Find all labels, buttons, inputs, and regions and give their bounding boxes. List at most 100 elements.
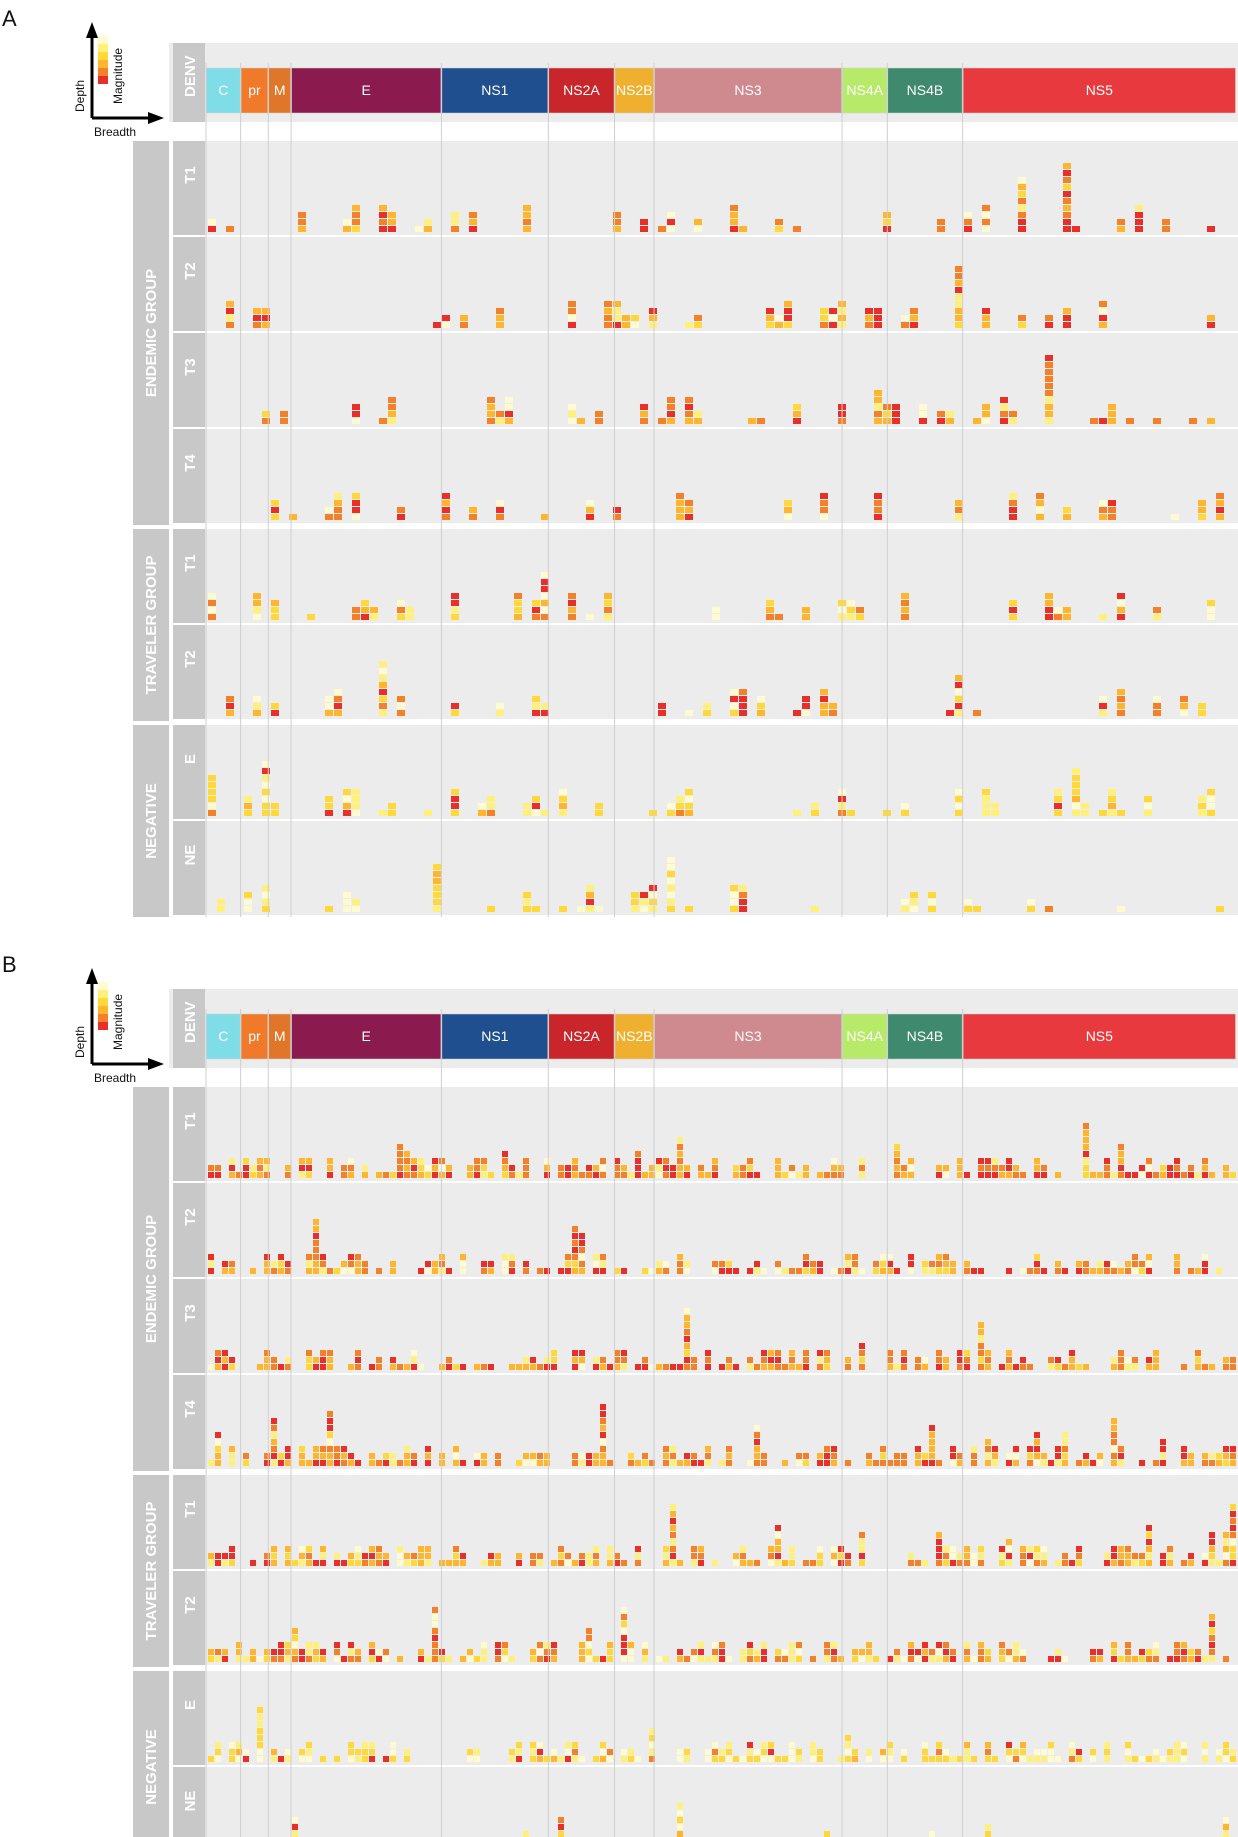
heat-cell [694,411,702,417]
heat-cell [670,1518,676,1524]
heat-cell [621,1350,627,1356]
heat-cell [478,803,486,809]
heat-cell [955,301,963,307]
heat-cell [838,1560,844,1566]
heat-cell [1020,1546,1026,1552]
heat-cell [1034,1165,1040,1171]
heat-cell [474,1756,480,1762]
heat-cell [404,1158,410,1164]
heat-cell [568,315,576,321]
heat-cell [874,418,882,424]
heat-cell [936,1350,942,1356]
heat-cell [271,1460,277,1466]
heat-cell [1230,1553,1236,1559]
heat-cell [343,892,351,898]
heat-cell [1072,810,1080,816]
heat-cell [558,1756,564,1762]
heat-cell [712,1756,718,1762]
heat-cell [730,892,738,898]
heat-cell [740,1553,746,1559]
heat-cell [208,1649,214,1655]
heat-cell [670,1172,676,1178]
heat-cell [397,1364,403,1370]
heat-cell [739,703,747,709]
heat-cell [1202,1460,1208,1466]
heat-cell [432,1165,438,1171]
heat-cell [327,1453,333,1459]
heat-cell [208,810,216,816]
heat-cell [859,1364,865,1370]
heat-cell [810,1656,816,1662]
heat-cell [677,1165,683,1171]
protein-label-m: M [274,1028,286,1044]
heat-cell [369,1553,375,1559]
heat-cell [1160,1553,1166,1559]
heat-cell [236,1756,242,1762]
heat-cell [754,1446,760,1452]
heat-cell [922,1460,928,1466]
heat-cell [439,1460,445,1466]
heat-cell [1202,1254,1208,1260]
heat-cell [649,906,657,912]
heat-cell [676,493,684,499]
heat-cell [1230,1453,1236,1459]
heat-cell [313,1453,319,1459]
heat-cell [586,1453,592,1459]
heat-cell [957,1172,963,1178]
heat-cell [1081,810,1089,816]
heat-cell [1063,507,1071,513]
heat-cell [285,1546,291,1552]
heat-cell [327,1158,333,1164]
heat-cell [306,1546,312,1552]
heat-cell [208,1165,214,1171]
heat-cell [1069,1742,1075,1748]
heat-cell [761,1453,767,1459]
heat-cell [1209,1642,1215,1648]
heat-cell [285,1357,291,1363]
heat-cell [936,1364,942,1370]
heat-cell [978,1649,984,1655]
heat-cell [1020,1172,1026,1178]
heat-cell [481,1165,487,1171]
heat-cell [685,906,693,912]
heat-cell [768,1742,774,1748]
heat-cell [789,1546,795,1552]
heat-cell [250,1172,256,1178]
heat-cell [691,1357,697,1363]
heat-cell [306,1165,312,1171]
heat-cell [1146,1560,1152,1566]
heat-cell [943,1254,949,1260]
heat-cell [971,1656,977,1662]
heat-cell [936,1553,942,1559]
heat-cell [1139,1261,1145,1267]
heat-cell [803,1460,809,1466]
heat-cell [537,1742,543,1748]
heat-cell [568,600,576,606]
heat-cell [865,308,873,314]
heat-cell [1174,1649,1180,1655]
heat-cell [558,1268,564,1274]
heat-cell [955,294,963,300]
row-background [205,1087,1238,1181]
heat-cell [845,1742,851,1748]
heat-cell [355,1460,361,1466]
heat-cell [460,1254,466,1260]
protein-label-c: C [218,1028,228,1044]
heat-cell [964,226,972,232]
heat-cell [613,507,621,513]
heat-cell [1135,205,1143,211]
heat-cell [1132,1254,1138,1260]
heat-cell [955,315,963,321]
heat-cell [922,1742,928,1748]
heat-cell [1069,1364,1075,1370]
heat-cell [352,796,360,802]
heat-cell [559,796,567,802]
heat-cell [1069,1357,1075,1363]
protein-ns5 [962,1013,1236,1060]
heat-cell [677,1817,683,1823]
heat-cell [446,1172,452,1178]
heat-cell [568,301,576,307]
heat-cell [684,1453,690,1459]
heat-cell [824,1656,830,1662]
